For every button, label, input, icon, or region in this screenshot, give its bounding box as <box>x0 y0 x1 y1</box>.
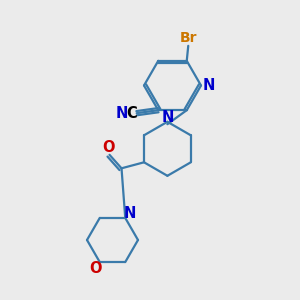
Text: N: N <box>202 78 215 93</box>
Text: O: O <box>102 140 114 155</box>
Text: Br: Br <box>179 31 197 45</box>
Text: C: C <box>126 106 136 121</box>
Text: O: O <box>89 261 101 276</box>
Text: N: N <box>161 110 174 125</box>
Text: N: N <box>124 206 136 221</box>
Text: N: N <box>116 106 128 121</box>
